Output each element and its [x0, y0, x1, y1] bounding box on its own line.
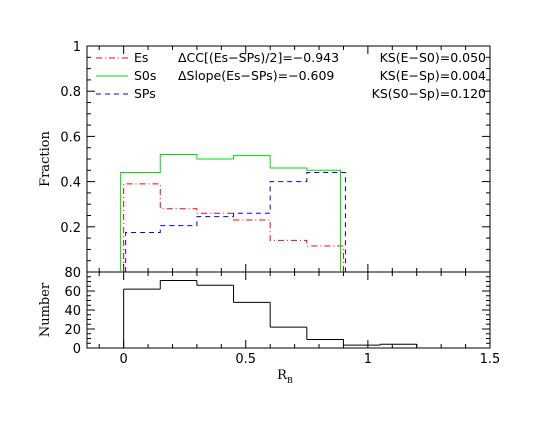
legend-label-es: Es	[134, 50, 148, 65]
legend-label-sps: SPs	[134, 86, 156, 101]
y-tick-label: 0	[73, 342, 81, 357]
annotation-delta-slope: ΔSlope(Es−SPs)=−0.609	[178, 68, 334, 83]
annotation-ks-e-s0: KS(E−S0)=0.050	[380, 50, 486, 65]
x-tick-label: 1	[364, 352, 372, 367]
legend-label-s0s: S0s	[134, 68, 156, 83]
y-tick-label: 20	[64, 323, 81, 338]
y-tick-label: 80	[64, 266, 81, 281]
bottom-panel-histogram	[123, 280, 418, 348]
annotations: ΔCC[(Es−SPs)/2]=−0.943 ΔSlope(Es−SPs)=−0…	[178, 50, 486, 101]
series-es-line	[123, 183, 344, 272]
y-tick-label: 40	[64, 304, 81, 319]
annotation-delta-cc: ΔCC[(Es−SPs)/2]=−0.943	[178, 50, 339, 65]
top-ylabel: Fraction	[38, 130, 53, 186]
bottom-panel-frame	[86, 271, 491, 349]
annotation-ks-e-sp: KS(E−Sp)=0.004	[380, 68, 486, 83]
annotation-ks-s0-sp: KS(S0−Sp)=0.120	[372, 86, 486, 101]
x-tick-label: 1.5	[480, 352, 501, 367]
y-tick-label: 0.6	[60, 130, 81, 145]
top-panel-series	[120, 153, 346, 272]
xlabel: RB	[277, 368, 293, 385]
xlabel-subscript: B	[287, 376, 293, 385]
y-tick-label: 1	[73, 40, 81, 55]
y-tick-label: 60	[64, 285, 81, 300]
legend: Es S0s SPs	[96, 50, 156, 101]
bottom-panel-ticks: 0 0.5 1 1.5 0 20 40 60 80	[64, 266, 500, 367]
x-tick-label: 0.5	[235, 352, 256, 367]
series-sps-line	[125, 172, 346, 272]
series-s0s-line	[120, 153, 341, 272]
y-tick-label: 0.4	[60, 176, 81, 191]
x-tick-label: 0	[119, 352, 127, 367]
bottom-ylabel: Number	[38, 282, 53, 337]
y-tick-label: 0.2	[60, 221, 81, 236]
y-tick-label: 0.8	[60, 85, 81, 100]
